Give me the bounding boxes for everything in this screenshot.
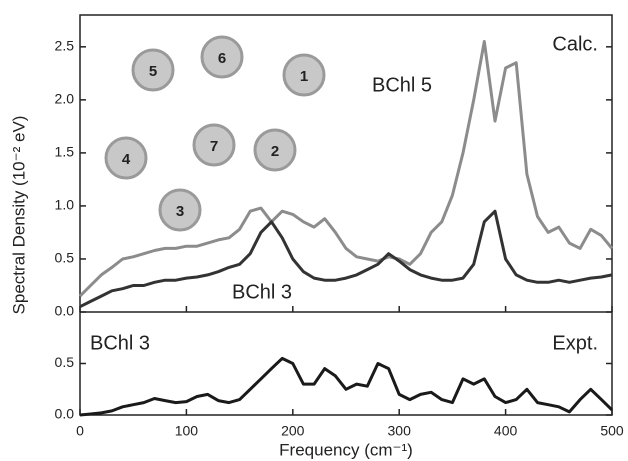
- data-line: [80, 211, 612, 307]
- molecule-insets: [106, 37, 324, 230]
- x-tick-label: 0: [76, 423, 84, 439]
- inset-label: 7: [210, 138, 218, 155]
- y-tick-label: 1.5: [55, 144, 75, 160]
- y-tick-label: 2.5: [55, 38, 75, 54]
- annotation: Calc.: [552, 33, 598, 55]
- x-axis-label: Frequency (cm⁻¹): [279, 440, 413, 459]
- x-tick-label: 500: [600, 423, 624, 439]
- x-tick-label: 100: [175, 423, 199, 439]
- series-label: BChl 3: [232, 281, 292, 303]
- inset-label: 1: [300, 68, 308, 85]
- chart: Spectral Density (10⁻² eV) Frequency (cm…: [0, 0, 628, 461]
- y-tick-label: 0.5: [55, 354, 75, 370]
- inset-label: 4: [122, 151, 131, 168]
- series-label: BChl 3: [90, 332, 150, 354]
- series-label: BChl 5: [372, 74, 432, 96]
- inset-label: 3: [176, 203, 184, 220]
- data-line: [80, 358, 612, 415]
- x-tick-label: 200: [281, 423, 305, 439]
- y-tick-label: 0.0: [55, 406, 75, 422]
- y-tick-label: 0.5: [55, 250, 75, 266]
- x-tick-label: 400: [494, 423, 518, 439]
- y-axis-label: Spectral Density (10⁻² eV): [9, 116, 28, 315]
- annotation: Expt.: [552, 332, 598, 354]
- y-tick-label: 0.0: [55, 303, 75, 319]
- y-tick-label: 1.0: [55, 197, 75, 213]
- y-tick-label: 2.0: [55, 91, 75, 107]
- x-tick-label: 300: [388, 423, 412, 439]
- inset-label: 6: [218, 50, 226, 67]
- inset-label: 2: [271, 143, 279, 160]
- inset-label: 5: [149, 63, 157, 80]
